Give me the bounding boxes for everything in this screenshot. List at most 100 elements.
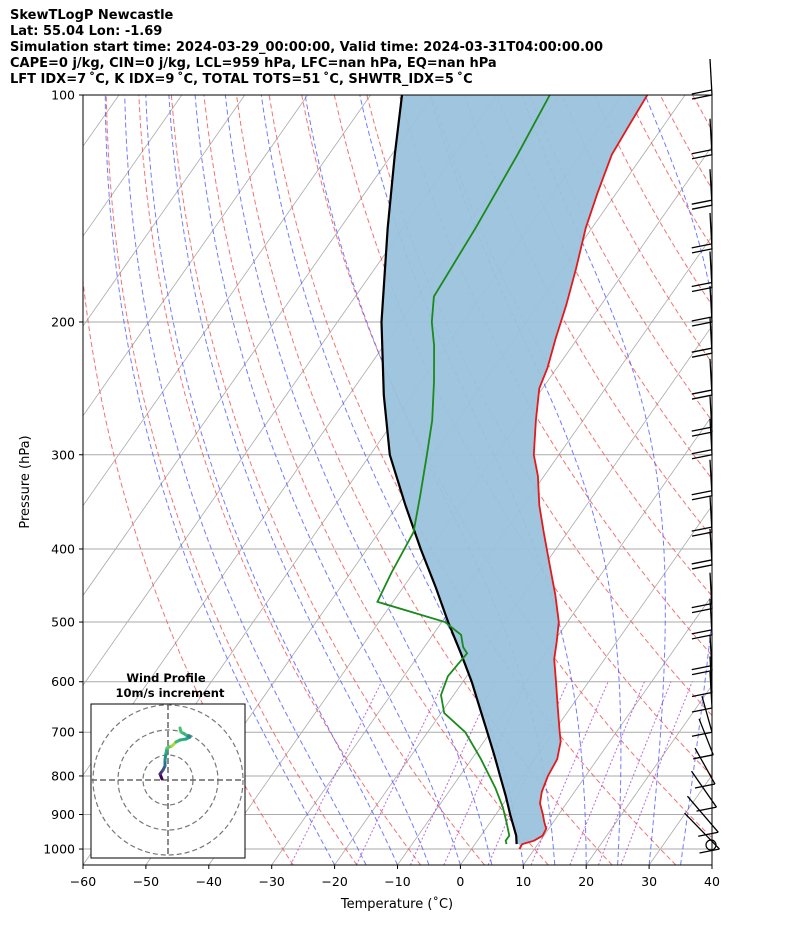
wind-barb-staff — [709, 251, 713, 288]
wind-barb-staff — [709, 212, 713, 249]
wind-barb-staff — [709, 58, 713, 96]
isotherm-line — [585, 684, 712, 865]
wind-barb-flag — [691, 629, 712, 635]
calm-wind-circle — [705, 839, 717, 851]
wind-barb-staff — [709, 418, 713, 455]
cape-line: CAPE=0 j/kg, CIN=0 j/kg, LCL=959 hPa, LF… — [10, 56, 497, 71]
mixing-ratio-line — [569, 681, 645, 865]
x-tick-label: 20 — [578, 874, 594, 889]
isotherm-line — [775, 95, 794, 865]
y-tick-label: 600 — [51, 674, 75, 689]
x-tick-label: −40 — [196, 874, 222, 889]
wind-barb-flag — [691, 94, 713, 100]
y-tick-label: 100 — [51, 88, 75, 103]
wind-barb-staff — [709, 528, 713, 565]
wind-barb-staff — [694, 747, 716, 785]
wind-barb-flag — [691, 454, 713, 460]
wind-barb-staff — [701, 696, 713, 733]
wind-barb-flag — [691, 564, 713, 570]
wind-barb-flag — [691, 531, 713, 537]
hodograph — [91, 704, 245, 858]
temperature-profile-line — [518, 95, 649, 850]
y-tick-label: 700 — [51, 725, 75, 740]
wind-barb-staff — [684, 812, 720, 850]
wind-barb-staff — [709, 317, 713, 354]
moist-adiabat — [429, 95, 622, 865]
wind-barb-staff — [709, 496, 713, 533]
wind-barb-flag — [691, 731, 713, 737]
isotherm-line — [83, 95, 434, 597]
wind-barb-flag — [691, 281, 712, 288]
profile-lines — [376, 95, 649, 850]
y-tick-label: 400 — [51, 541, 75, 556]
index-line: LFT IDX=7 ˚C, K IDX=9 ˚C, TOTAL TOTS=51 … — [10, 72, 473, 87]
mixing-ratio-line — [620, 681, 693, 865]
cin-area — [381, 95, 648, 845]
isotherm-line — [648, 774, 712, 865]
wind-profile-inset: Wind Profile 10m/s increment — [90, 671, 246, 859]
wind-barb-staff — [709, 572, 713, 609]
isotherm-line — [334, 325, 712, 865]
dry-adiabat — [138, 95, 422, 865]
wind-barb-flag — [691, 526, 712, 532]
wind-barb-staff — [709, 359, 713, 396]
wind-barb-staff — [709, 598, 713, 635]
inset-title: Wind Profile — [126, 671, 206, 685]
isotherm-line — [83, 95, 183, 237]
isotherm-line — [83, 95, 371, 507]
wind-barb-flag — [691, 490, 712, 496]
isotherm-line — [711, 864, 712, 865]
dewpoint-profile-line — [376, 95, 551, 845]
wind-barb-staff — [709, 459, 713, 496]
wind-barb-flag — [694, 783, 716, 789]
wind-barb-flag — [691, 286, 713, 293]
hodograph-segment — [178, 726, 183, 734]
location-line: Lat: 55.04 Lon: -1.69 — [10, 24, 163, 39]
wind-barb-flag — [691, 248, 713, 254]
wind-barb-flag — [698, 831, 719, 837]
wind-barb-staff — [709, 396, 713, 433]
isotherm-line — [522, 594, 712, 865]
x-tick-label: −50 — [133, 874, 159, 889]
time-line: Simulation start time: 2024-03-29_00:00:… — [10, 40, 603, 55]
moist-adiabat — [124, 95, 367, 865]
moist-adiabat — [145, 95, 398, 865]
dry-adiabat — [496, 95, 712, 480]
wind-barb-flag — [691, 204, 713, 210]
isotherm-line — [83, 95, 246, 327]
cin-area-layer — [381, 95, 648, 845]
dry-adiabat — [83, 276, 294, 865]
wind-barb-flag — [691, 608, 713, 614]
x-tick-label: −10 — [384, 874, 410, 889]
moist-adiabat — [711, 861, 712, 865]
wind-barb-flag — [693, 754, 714, 760]
x-tick-label: 40 — [704, 874, 720, 889]
chart-header: SkewTLogP Newcastle Lat: 55.04 Lon: -1.6… — [10, 8, 790, 88]
dry-adiabat — [203, 95, 549, 865]
x-tick-label: 30 — [641, 874, 657, 889]
dry-adiabat — [301, 95, 712, 839]
mixing-ratio-line — [355, 681, 445, 865]
y-tick-label: 500 — [51, 615, 75, 630]
moist-adiabat — [168, 95, 430, 865]
wind-barb-staff — [709, 634, 713, 671]
wind-barb-flag — [691, 243, 712, 249]
wind-barb-flag — [691, 347, 712, 353]
wind-barb-flag — [691, 316, 712, 322]
axis-ticks: −60 −50 −40 −30 −20 −10 0 10 20 30 40 100 200 300 400 5… — [43, 88, 720, 890]
y-tick-label: 900 — [51, 807, 75, 822]
wind-barb-flag — [691, 89, 712, 95]
x-tick-label: −30 — [259, 874, 285, 889]
chart-title: SkewTLogP Newcastle — [10, 8, 174, 23]
inset-subtitle: 10m/s increment — [116, 686, 225, 700]
wind-barb-staff — [709, 671, 713, 708]
y-tick-label: 200 — [51, 314, 75, 329]
dry-adiabat — [105, 95, 358, 865]
wind-barb-flag — [691, 670, 713, 676]
wind-barb-flag — [691, 707, 713, 713]
y-tick-label: 300 — [51, 447, 75, 462]
x-tick-label: −60 — [70, 874, 96, 889]
y-tick-label: 800 — [51, 768, 75, 783]
x-axis-label: Temperature (˚C) — [340, 896, 453, 912]
